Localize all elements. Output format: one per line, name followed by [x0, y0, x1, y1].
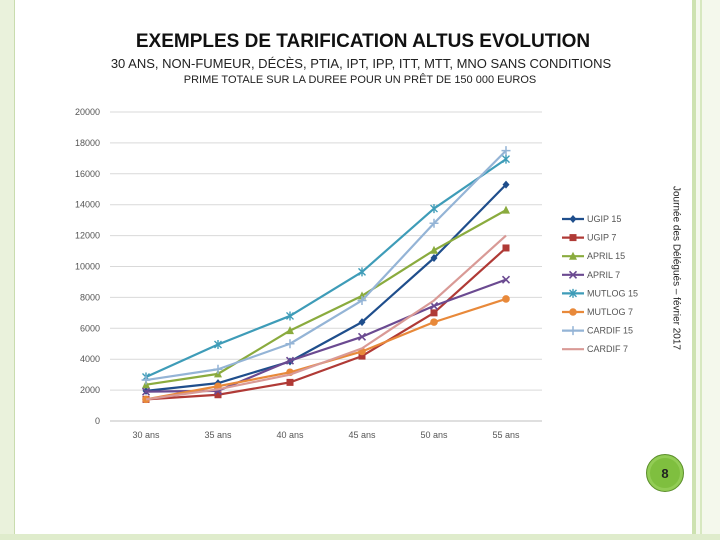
series-line-mutlog-15 — [145, 158, 507, 378]
x-tick-label: 45 ans — [348, 430, 376, 440]
legend-label-mutlog-15: MUTLOG 15 — [587, 288, 638, 298]
data-point-april-7 — [357, 332, 367, 341]
legend-marker-april-7 — [568, 270, 578, 279]
data-point-ugip-7 — [430, 309, 438, 317]
left-frame-decoration — [0, 0, 15, 540]
y-tick-label: 18000 — [75, 138, 100, 148]
legend-marker-mutlog-7 — [569, 308, 577, 316]
data-point-cardif-15 — [357, 295, 367, 305]
data-point-mutlog-7 — [502, 295, 510, 303]
page-number: 8 — [661, 465, 669, 481]
data-point-ugip-7 — [358, 352, 366, 360]
legend-marker-april-15 — [569, 251, 577, 260]
series-line-cardif-7 — [145, 234, 507, 401]
legend-label-mutlog-7: MUTLOG 7 — [587, 307, 633, 317]
bottom-frame-decoration — [0, 534, 720, 540]
data-point-april-15 — [502, 205, 510, 214]
slide-subtitle: 30 ANS, NON-FUMEUR, DÉCÈS, PTIA, IPT, IP… — [110, 56, 612, 71]
data-point-mutlog-15 — [214, 340, 222, 350]
y-tick-label: 12000 — [75, 231, 100, 241]
data-point-ugip-7 — [286, 378, 294, 386]
x-tick-label: 55 ans — [492, 430, 520, 440]
legend-marker-mutlog-15 — [569, 288, 577, 298]
y-tick-label: 0 — [95, 416, 100, 426]
data-point-mutlog-15 — [286, 311, 294, 321]
series-line-ugip-15 — [145, 183, 507, 392]
series-line-cardif-15 — [145, 149, 507, 382]
legend-marker-cardif-15 — [568, 326, 578, 336]
data-point-cardif-15 — [141, 375, 151, 385]
data-point-ugip-7 — [502, 244, 510, 252]
y-tick-label: 6000 — [80, 323, 100, 333]
data-point-mutlog-15 — [430, 204, 438, 214]
data-point-april-15 — [430, 245, 438, 254]
y-tick-label: 20000 — [75, 107, 100, 117]
data-point-cardif-15 — [429, 218, 439, 228]
data-point-cardif-15 — [285, 339, 295, 349]
legend-label-cardif-15: CARDIF 15 — [587, 326, 633, 336]
legend-label-april-15: APRIL 15 — [587, 251, 625, 261]
data-point-cardif-15 — [213, 364, 223, 374]
data-point-ugip-7 — [214, 391, 222, 399]
legend-label-ugip-7: UGIP 7 — [587, 233, 616, 243]
data-point-mutlog-15 — [358, 267, 366, 277]
y-tick-label: 14000 — [75, 200, 100, 210]
y-tick-label: 4000 — [80, 354, 100, 364]
x-tick-label: 50 ans — [420, 430, 448, 440]
x-tick-label: 35 ans — [204, 430, 232, 440]
data-point-april-7 — [429, 301, 439, 310]
y-tick-label: 2000 — [80, 385, 100, 395]
data-point-april-7 — [141, 387, 151, 396]
y-tick-label: 10000 — [75, 262, 100, 272]
data-point-ugip-15 — [502, 180, 510, 189]
legend-label-ugip-15: UGIP 15 — [587, 214, 621, 224]
data-point-ugip-15 — [358, 318, 366, 327]
right-frame-decoration — [692, 0, 720, 540]
y-tick-label: 8000 — [80, 292, 100, 302]
data-point-mutlog-7 — [430, 318, 438, 326]
data-point-cardif-15 — [501, 146, 511, 156]
data-point-april-7 — [285, 356, 295, 365]
x-tick-label: 30 ans — [132, 430, 160, 440]
y-tick-label: 16000 — [75, 169, 100, 179]
slide-title: EXEMPLES DE TARIFICATION ALTUS EVOLUTION — [135, 31, 591, 52]
page-number-badge: 8 — [646, 454, 684, 492]
data-point-april-15 — [286, 326, 294, 335]
data-point-ugip-15 — [430, 254, 438, 263]
x-tick-label: 40 ans — [276, 430, 304, 440]
legend-marker-ugip-15 — [569, 215, 577, 223]
chart-caption: PRIME TOTALE SUR LA DUREE POUR UN PRÊT D… — [183, 74, 537, 86]
side-footer-text: Journée des Délégués – février 2017 — [670, 186, 682, 350]
data-point-mutlog-15 — [502, 154, 510, 164]
legend-label-april-7: APRIL 7 — [587, 270, 620, 280]
legend-label-cardif-7: CARDIF 7 — [587, 344, 628, 354]
legend-marker-ugip-7 — [569, 234, 577, 242]
series-line-april-15 — [145, 209, 507, 386]
data-point-april-7 — [501, 275, 511, 284]
